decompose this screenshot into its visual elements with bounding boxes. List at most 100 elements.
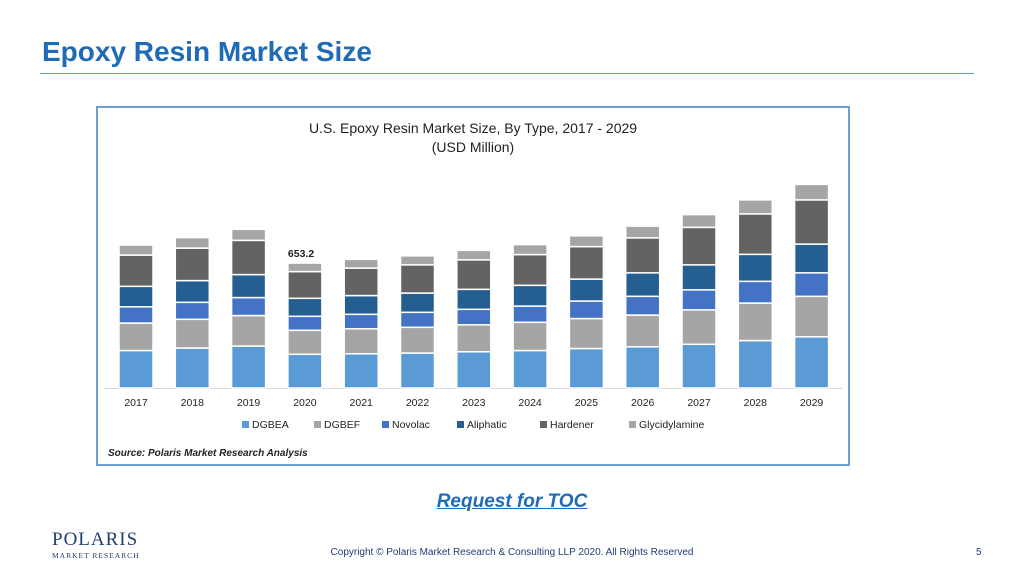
- polaris-logo: POLARIS MARKET RESEARCH: [52, 530, 162, 560]
- bar-segment-aliphatic-2024: [512, 284, 548, 307]
- legend-swatch-glycidylamine: [629, 421, 636, 428]
- bar-segment-dgbea-2018: [174, 347, 211, 389]
- bar-segment-dgbef-2025: [568, 317, 605, 350]
- bar-segment-dgbea-2021: [343, 353, 379, 389]
- bar-segment-hardener-2028: [737, 213, 774, 256]
- logo-tagline: MARKET RESEARCH: [52, 551, 140, 560]
- bar-segment-novolac-2020: [287, 315, 323, 332]
- bar-segment-aliphatic-2027: [681, 264, 717, 291]
- title-divider: [40, 73, 974, 74]
- bar-segment-glycidylamine-2018: [174, 236, 211, 249]
- bar-segment-glycidylamine-2025: [568, 235, 605, 248]
- x-tick-label-2022: 2022: [406, 397, 430, 409]
- request-toc-link[interactable]: Request for TOC: [436, 491, 588, 512]
- bar-segment-hardener-2029: [793, 199, 830, 245]
- bar-segment-novolac-2021: [343, 313, 379, 330]
- bar-segment-novolac-2017: [118, 306, 154, 324]
- bar-segment-glycidylamine-2027: [681, 213, 717, 229]
- bar-segment-aliphatic-2021: [343, 294, 379, 316]
- x-tick-label-2023: 2023: [462, 397, 486, 409]
- legend-label-glycidylamine: Glycidylamine: [639, 419, 705, 431]
- bar-segment-hardener-2022: [399, 264, 436, 294]
- bar-segment-novolac-2026: [624, 295, 661, 316]
- stacked-bar-chart: 2017 2018 2019 2020 653.2 2021 2022 2023 2024 202…: [104, 183, 842, 431]
- bar-segment-aliphatic-2023: [456, 288, 492, 311]
- bar-segment-aliphatic-2028: [737, 253, 774, 283]
- bar-segment-dgbef-2020: [287, 329, 323, 356]
- chart-subtitle: (USD Million): [431, 139, 515, 155]
- slide-title: Epoxy Resin Market Size: [42, 36, 372, 67]
- bar-segment-dgbef-2019: [230, 314, 267, 347]
- chart-title: U.S. Epoxy Resin Market Size, By Type, 2…: [308, 120, 638, 136]
- bar-segment-aliphatic-2029: [793, 243, 830, 274]
- legend-swatch-hardener: [540, 421, 547, 428]
- legend-swatch-aliphatic: [457, 421, 464, 428]
- bar-segment-hardener-2027: [681, 226, 717, 266]
- bar-segment-glycidylamine-2023: [456, 249, 492, 261]
- bar-segment-aliphatic-2018: [174, 279, 211, 304]
- legend-label-dgbef: DGBEF: [324, 419, 360, 431]
- copyright-text: Copyright © Polaris Market Research & Co…: [330, 547, 694, 558]
- legend-label-dgbea: DGBEA: [252, 419, 289, 431]
- bar-segment-dgbea-2025: [568, 347, 605, 389]
- legend-label-aliphatic: Aliphatic: [467, 419, 507, 431]
- legend-swatch-dgbea: [242, 421, 249, 428]
- legend-swatch-novolac: [382, 421, 389, 428]
- bar-segment-dgbef-2027: [681, 309, 717, 346]
- x-tick-label-2027: 2027: [687, 397, 711, 409]
- legend-swatch-dgbef: [314, 421, 321, 428]
- x-tick-label-2028: 2028: [744, 397, 768, 409]
- bar-segment-glycidylamine-2017: [118, 244, 154, 256]
- bar-segment-novolac-2029: [793, 272, 830, 298]
- bar-segment-hardener-2025: [568, 245, 605, 280]
- bar-segment-aliphatic-2022: [399, 292, 436, 314]
- bar-segment-glycidylamine-2022: [399, 255, 436, 266]
- bar-segment-dgbea-2029: [793, 336, 830, 389]
- bar-segment-hardener-2023: [456, 259, 492, 291]
- bar-segment-dgbef-2029: [793, 295, 830, 338]
- bar-segment-dgbea-2027: [681, 343, 717, 389]
- bar-segment-hardener-2021: [343, 267, 379, 297]
- bar-segment-aliphatic-2026: [624, 272, 661, 298]
- bar-segment-glycidylamine-2029: [793, 183, 830, 201]
- x-tick-label-2020: 2020: [293, 397, 317, 409]
- legend-label-novolac: Novolac: [392, 419, 430, 431]
- bar-segment-glycidylamine-2026: [624, 225, 661, 239]
- bar-segment-glycidylamine-2019: [230, 228, 267, 242]
- bar-segment-dgbea-2019: [230, 345, 267, 389]
- x-tick-label-2029: 2029: [800, 397, 824, 409]
- chart-frame: U.S. Epoxy Resin Market Size, By Type, 2…: [96, 106, 850, 466]
- bar-segment-dgbef-2022: [399, 326, 436, 354]
- bar-segment-hardener-2020: [287, 270, 323, 300]
- bar-segment-dgbef-2018: [174, 318, 211, 349]
- x-tick-label-2019: 2019: [237, 397, 261, 409]
- bar-segment-glycidylamine-2021: [343, 258, 379, 269]
- x-tick-label-2021: 2021: [350, 397, 374, 409]
- x-tick-label-2018: 2018: [181, 397, 205, 409]
- page-number: 5: [976, 547, 982, 558]
- bar-segment-aliphatic-2017: [118, 285, 154, 308]
- bar-segment-dgbef-2021: [343, 328, 379, 355]
- bar-segment-hardener-2026: [624, 237, 661, 274]
- bar-segment-dgbea-2028: [737, 339, 774, 389]
- bar-segment-aliphatic-2019: [230, 273, 267, 299]
- bar-segment-novolac-2019: [230, 296, 267, 317]
- x-tick-label-2024: 2024: [518, 397, 542, 409]
- bar-segment-novolac-2018: [174, 301, 211, 321]
- bar-segment-dgbef-2023: [456, 324, 492, 353]
- bar-segment-dgbea-2024: [512, 349, 548, 389]
- bar-segment-glycidylamine-2028: [737, 199, 774, 215]
- bar-segment-dgbea-2023: [456, 351, 492, 389]
- bar-segment-hardener-2018: [174, 247, 211, 282]
- legend-label-hardener: Hardener: [550, 419, 594, 431]
- bar-segment-novolac-2027: [681, 289, 717, 311]
- chart-source: Source: Polaris Market Research Analysis: [108, 448, 308, 459]
- bar-segment-hardener-2024: [512, 253, 548, 287]
- bar-segment-dgbea-2020: [287, 353, 323, 389]
- x-tick-label-2026: 2026: [631, 397, 655, 409]
- bar-segment-hardener-2019: [230, 239, 267, 276]
- bar-segment-dgbef-2024: [512, 321, 548, 352]
- bar-segment-glycidylamine-2024: [512, 243, 548, 256]
- data-label-2020: 653.2: [288, 248, 314, 260]
- bar-segment-novolac-2022: [399, 311, 436, 329]
